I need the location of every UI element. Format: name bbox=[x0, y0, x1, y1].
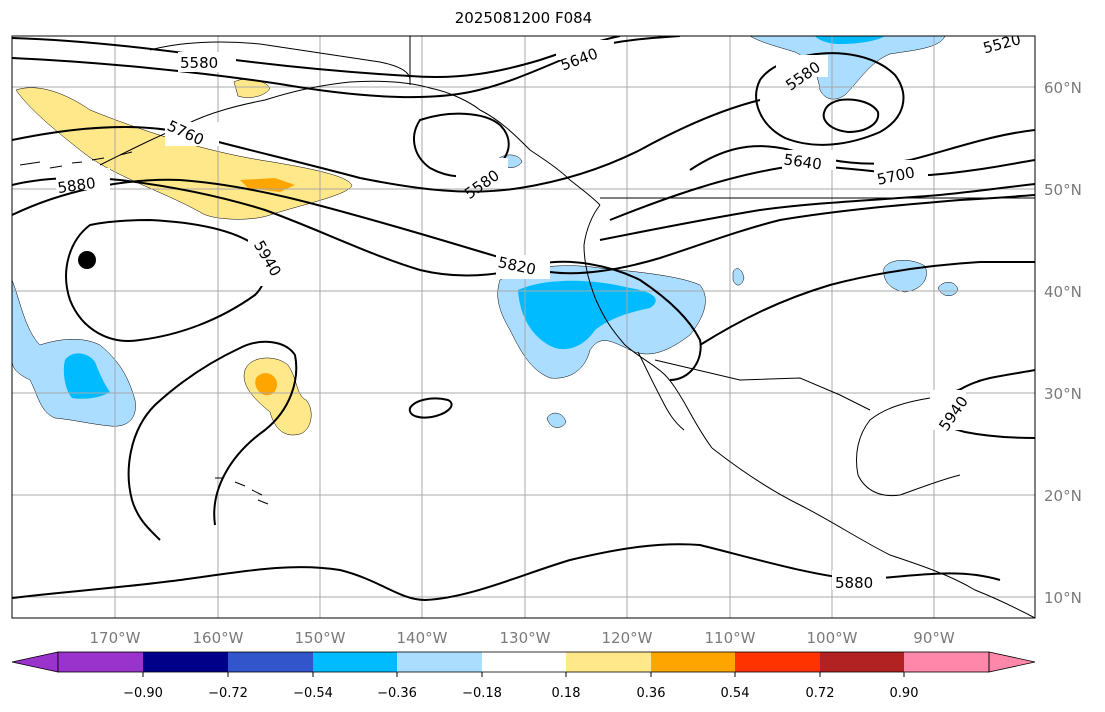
colorbar-frame bbox=[57, 651, 990, 673]
colorbar-tick-label: 0.36 bbox=[637, 686, 666, 701]
colorbar-segment bbox=[397, 652, 483, 672]
negative-anomaly-region-small-1 bbox=[546, 412, 567, 428]
west-coast-us bbox=[583, 204, 713, 449]
contour-small-5880-island bbox=[408, 397, 453, 419]
lat-label: 10°N bbox=[1044, 589, 1082, 607]
colorbar-segment bbox=[228, 652, 314, 672]
contour-5760 bbox=[12, 99, 761, 193]
colorbar-tick-label: −0.36 bbox=[377, 686, 417, 701]
colorbar-extend-low bbox=[11, 651, 59, 673]
negative-anomaly-region-west bbox=[12, 279, 136, 427]
colorbar-tick-label: 0.18 bbox=[552, 686, 581, 701]
contour-5880-pacific bbox=[127, 340, 298, 541]
longitude-labels: 170°W 160°W 150°W 140°W 130°W 120°W 110°… bbox=[90, 629, 955, 647]
contour-label: 5580 bbox=[180, 54, 218, 72]
colorbar-tick-label: 0.90 bbox=[890, 686, 919, 701]
colorbar-segment bbox=[566, 652, 652, 672]
colorbar-tick-label: −0.54 bbox=[293, 686, 333, 701]
contour-5760-us bbox=[599, 183, 1035, 241]
alaska-north-coast bbox=[149, 41, 411, 81]
positive-anomaly-region-pacific bbox=[243, 357, 312, 436]
lon-label: 150°W bbox=[295, 629, 346, 647]
negative-anomaly-region-rockies bbox=[732, 268, 745, 286]
contour-5700-canada bbox=[609, 159, 1035, 221]
positive-anomaly-core-pacific bbox=[255, 373, 278, 396]
contour-label: 5640 bbox=[783, 150, 823, 173]
graticule bbox=[12, 36, 1035, 618]
colorbar-tick-label: 0.54 bbox=[721, 686, 750, 701]
mexico-coast bbox=[711, 447, 1035, 618]
lon-label: 110°W bbox=[705, 629, 756, 647]
colorbar: −0.90 −0.72 −0.54 −0.36 −0.18 0.18 0.36 … bbox=[11, 651, 1036, 701]
lat-label: 40°N bbox=[1044, 283, 1082, 301]
latitude-labels: 60°N 50°N 40°N 30°N 20°N 10°N bbox=[1044, 79, 1082, 607]
lon-label: 140°W bbox=[397, 629, 448, 647]
contour-5580-north bbox=[12, 36, 621, 79]
location-marker bbox=[78, 251, 96, 269]
lat-label: 30°N bbox=[1044, 385, 1082, 403]
contour-5880-main bbox=[12, 176, 702, 381]
colorbar-tick-label: 0.72 bbox=[806, 686, 835, 701]
contour-5940-high bbox=[65, 218, 267, 342]
colorbar-tick-label: −0.18 bbox=[462, 686, 502, 701]
lon-label: 170°W bbox=[90, 629, 141, 647]
lon-label: 130°W bbox=[500, 629, 551, 647]
alaska-coastline bbox=[99, 80, 601, 206]
lat-label: 20°N bbox=[1044, 487, 1082, 505]
colorbar-segment bbox=[482, 652, 568, 672]
aleutian-islands bbox=[19, 151, 133, 169]
lon-label: 120°W bbox=[602, 629, 653, 647]
colorbar-segment bbox=[904, 652, 990, 672]
lat-label: 60°N bbox=[1044, 79, 1082, 97]
us-mexico-border bbox=[654, 359, 871, 411]
colorbar-segment bbox=[735, 652, 821, 672]
contour-label: 5880 bbox=[835, 574, 873, 592]
lon-label: 90°W bbox=[913, 629, 955, 647]
map-plot-area: 5580 5640 5580 5520 5760 5880 5940 5580 … bbox=[12, 30, 1035, 618]
contour-5880-east bbox=[699, 261, 1035, 346]
chart-title: 2025081200 F084 bbox=[454, 9, 593, 27]
contour-labels: 5580 5640 5580 5520 5760 5880 5940 5580 … bbox=[56, 30, 1033, 592]
contour-5520-canada-low bbox=[822, 98, 880, 134]
colorbar-segment bbox=[313, 652, 399, 672]
colorbar-segment bbox=[58, 652, 144, 672]
map-frame bbox=[11, 35, 1036, 619]
colorbar-tick-label: −0.90 bbox=[123, 686, 163, 701]
negative-anomaly-region-great-plains bbox=[883, 260, 927, 293]
colorbar-tick-label: −0.72 bbox=[208, 686, 248, 701]
colorbar-segment bbox=[143, 652, 229, 672]
positive-anomaly-region-alaska bbox=[15, 87, 353, 220]
anomaly-shading bbox=[12, 36, 959, 436]
negative-anomaly-core-california bbox=[518, 280, 656, 350]
lon-label: 100°W bbox=[807, 629, 858, 647]
lon-label: 160°W bbox=[193, 629, 244, 647]
contour-5820 bbox=[12, 178, 1035, 275]
colorbar-segment bbox=[820, 652, 906, 672]
hawaii bbox=[215, 477, 269, 505]
contour-label: 5520 bbox=[981, 30, 1023, 57]
contour-label: 5880 bbox=[56, 174, 96, 197]
baja-california bbox=[637, 351, 685, 431]
contour-5640-canada bbox=[689, 129, 1035, 171]
negative-anomaly-core-west bbox=[63, 353, 110, 399]
colorbar-segment bbox=[651, 652, 737, 672]
colorbar-ticks bbox=[142, 672, 905, 677]
negative-anomaly-region-midwest bbox=[937, 282, 959, 296]
lat-label: 50°N bbox=[1044, 181, 1082, 199]
colorbar-extend-high bbox=[988, 651, 1036, 673]
